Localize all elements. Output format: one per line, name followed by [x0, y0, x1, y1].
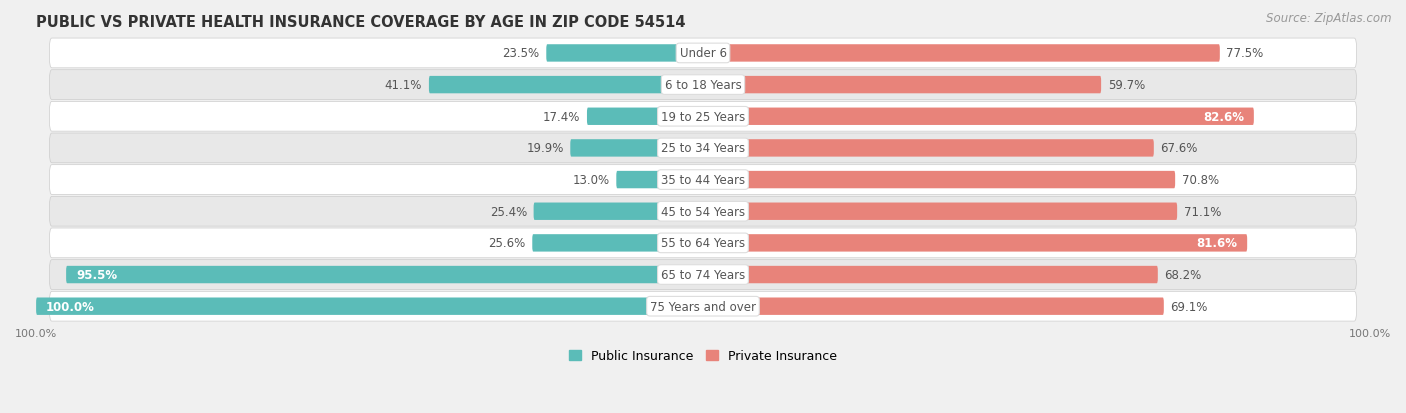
Text: 69.1%: 69.1% — [1170, 300, 1208, 313]
FancyBboxPatch shape — [49, 292, 1357, 321]
FancyBboxPatch shape — [66, 266, 703, 284]
Text: 17.4%: 17.4% — [543, 111, 581, 123]
Text: 75 Years and over: 75 Years and over — [650, 300, 756, 313]
Text: 71.1%: 71.1% — [1184, 205, 1222, 218]
Text: 55 to 64 Years: 55 to 64 Years — [661, 237, 745, 250]
Legend: Public Insurance, Private Insurance: Public Insurance, Private Insurance — [564, 344, 842, 367]
FancyBboxPatch shape — [703, 77, 1101, 94]
Text: 77.5%: 77.5% — [1226, 47, 1264, 60]
Text: 100.0%: 100.0% — [46, 300, 96, 313]
Text: 95.5%: 95.5% — [76, 268, 117, 281]
Text: 6 to 18 Years: 6 to 18 Years — [665, 79, 741, 92]
FancyBboxPatch shape — [534, 203, 703, 221]
Text: 25.4%: 25.4% — [489, 205, 527, 218]
FancyBboxPatch shape — [49, 39, 1357, 69]
FancyBboxPatch shape — [703, 203, 1177, 221]
Text: 67.6%: 67.6% — [1160, 142, 1198, 155]
FancyBboxPatch shape — [616, 171, 703, 189]
FancyBboxPatch shape — [533, 235, 703, 252]
Text: 23.5%: 23.5% — [502, 47, 540, 60]
FancyBboxPatch shape — [586, 108, 703, 126]
Text: 70.8%: 70.8% — [1182, 173, 1219, 187]
FancyBboxPatch shape — [703, 45, 1220, 62]
FancyBboxPatch shape — [49, 260, 1357, 290]
Text: 82.6%: 82.6% — [1204, 111, 1244, 123]
FancyBboxPatch shape — [703, 140, 1154, 157]
FancyBboxPatch shape — [49, 71, 1357, 100]
FancyBboxPatch shape — [37, 298, 703, 315]
Text: 81.6%: 81.6% — [1197, 237, 1237, 250]
FancyBboxPatch shape — [703, 108, 1254, 126]
Text: 19.9%: 19.9% — [526, 142, 564, 155]
Text: 68.2%: 68.2% — [1164, 268, 1202, 281]
FancyBboxPatch shape — [703, 266, 1157, 284]
Text: 19 to 25 Years: 19 to 25 Years — [661, 111, 745, 123]
FancyBboxPatch shape — [703, 171, 1175, 189]
Text: Under 6: Under 6 — [679, 47, 727, 60]
Text: PUBLIC VS PRIVATE HEALTH INSURANCE COVERAGE BY AGE IN ZIP CODE 54514: PUBLIC VS PRIVATE HEALTH INSURANCE COVER… — [37, 15, 686, 30]
FancyBboxPatch shape — [49, 228, 1357, 258]
Text: 45 to 54 Years: 45 to 54 Years — [661, 205, 745, 218]
Text: 25 to 34 Years: 25 to 34 Years — [661, 142, 745, 155]
FancyBboxPatch shape — [49, 102, 1357, 132]
Text: Source: ZipAtlas.com: Source: ZipAtlas.com — [1267, 12, 1392, 25]
FancyBboxPatch shape — [429, 77, 703, 94]
Text: 25.6%: 25.6% — [488, 237, 526, 250]
Text: 35 to 44 Years: 35 to 44 Years — [661, 173, 745, 187]
Text: 59.7%: 59.7% — [1108, 79, 1144, 92]
Text: 13.0%: 13.0% — [572, 173, 610, 187]
FancyBboxPatch shape — [49, 165, 1357, 195]
FancyBboxPatch shape — [547, 45, 703, 62]
FancyBboxPatch shape — [571, 140, 703, 157]
FancyBboxPatch shape — [49, 197, 1357, 227]
Text: 41.1%: 41.1% — [385, 79, 422, 92]
FancyBboxPatch shape — [703, 235, 1247, 252]
FancyBboxPatch shape — [703, 298, 1164, 315]
FancyBboxPatch shape — [49, 134, 1357, 164]
Text: 65 to 74 Years: 65 to 74 Years — [661, 268, 745, 281]
